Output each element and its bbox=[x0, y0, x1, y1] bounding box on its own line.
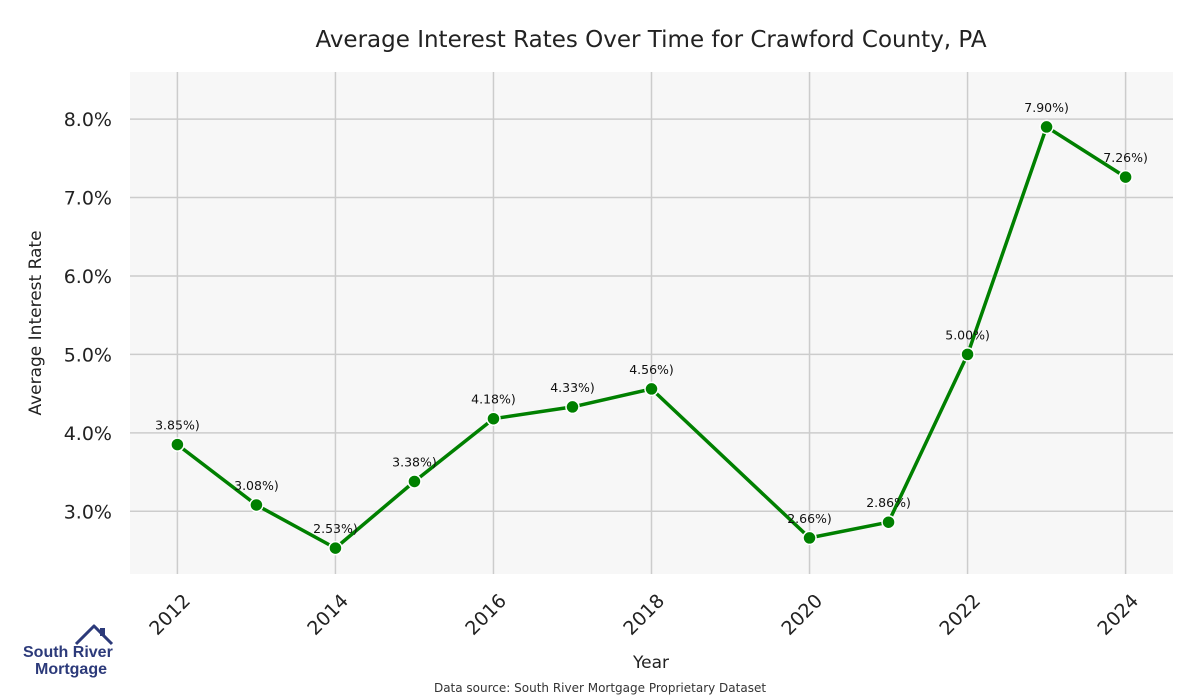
data-point bbox=[802, 530, 817, 546]
data-label: 4.33%) bbox=[550, 380, 595, 395]
x-tick-label: 2020 bbox=[777, 590, 827, 640]
x-tick-label: 2022 bbox=[935, 590, 985, 640]
grid-lines bbox=[130, 72, 1173, 574]
x-tick-label: 2016 bbox=[461, 590, 511, 640]
data-label: 3.38%) bbox=[392, 454, 437, 469]
data-point bbox=[486, 411, 501, 426]
y-axis-label: Average Interest Rate bbox=[26, 230, 46, 415]
y-tick-label: 3.0% bbox=[64, 501, 112, 523]
data-point bbox=[407, 474, 422, 489]
data-point bbox=[1039, 119, 1054, 135]
x-tick-label: 2012 bbox=[145, 590, 195, 640]
y-tick-label: 5.0% bbox=[64, 344, 112, 366]
x-tick-label: 2018 bbox=[619, 590, 669, 640]
logo-text-line1: South River bbox=[23, 644, 113, 661]
x-axis-label: Year bbox=[632, 653, 669, 673]
logo-text-line2: Mortgage bbox=[35, 661, 107, 678]
data-point bbox=[328, 540, 343, 556]
data-point bbox=[1118, 169, 1133, 185]
data-points bbox=[170, 119, 1133, 556]
data-point bbox=[644, 381, 659, 397]
data-source-note: Data source: South River Mortgage Propri… bbox=[433, 681, 767, 695]
house-roof-icon bbox=[74, 624, 114, 646]
x-tick-label: 2024 bbox=[1093, 590, 1143, 640]
data-point bbox=[960, 347, 975, 362]
data-label: 5.00%) bbox=[945, 327, 990, 342]
y-axis-ticks: 3.0% 4.0% 5.0% 6.0% 7.0% 8.0% bbox=[64, 109, 112, 523]
data-label: 3.08%) bbox=[234, 478, 279, 493]
x-tick-label: 2014 bbox=[303, 590, 353, 640]
data-label: 7.26%) bbox=[1103, 150, 1148, 165]
data-label: 2.86%) bbox=[866, 495, 911, 510]
company-logo: South River Mortgage bbox=[18, 620, 118, 682]
data-label: 2.53%) bbox=[313, 521, 358, 536]
y-tick-label: 6.0% bbox=[64, 266, 112, 288]
data-point bbox=[249, 497, 264, 513]
x-axis-ticks: 2012 2014 2016 2018 2020 2022 2024 bbox=[145, 590, 1143, 640]
data-line bbox=[176, 125, 1127, 550]
data-label: 4.56%) bbox=[629, 362, 674, 377]
data-labels: 3.85%) 3.08%) 2.53%) 3.38%) 4.18%) 4.33%) 4.56… bbox=[155, 100, 1148, 536]
data-label: 2.66%) bbox=[787, 511, 832, 526]
data-point bbox=[565, 399, 580, 415]
data-label: 3.85%) bbox=[155, 418, 200, 433]
data-point bbox=[881, 514, 896, 530]
y-tick-label: 7.0% bbox=[64, 188, 112, 210]
series-line bbox=[176, 125, 1127, 550]
y-tick-label: 4.0% bbox=[64, 423, 112, 445]
data-label: 4.18%) bbox=[471, 392, 516, 407]
chart-title: Average Interest Rates Over Time for Cra… bbox=[315, 27, 986, 53]
y-tick-label: 8.0% bbox=[64, 109, 112, 131]
data-label: 7.90%) bbox=[1024, 100, 1069, 115]
data-point bbox=[170, 437, 185, 452]
